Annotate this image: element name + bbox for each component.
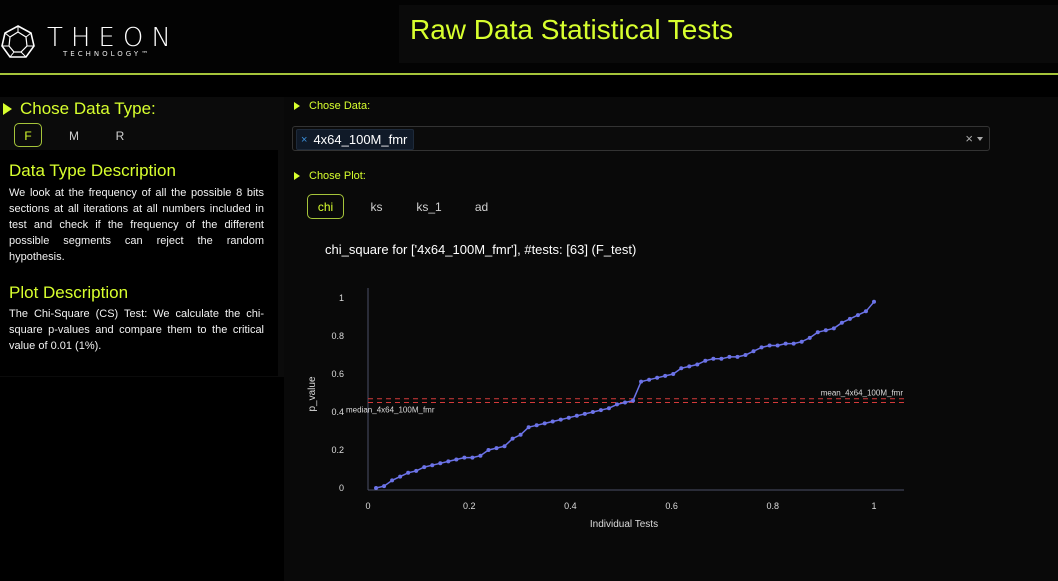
header-divider: [0, 73, 1058, 75]
data-type-tab-f[interactable]: F: [14, 123, 42, 147]
chip-remove-icon[interactable]: ×: [301, 133, 308, 146]
data-type-description-text: We look at the frequency of all the poss…: [9, 187, 264, 263]
selected-data-label: 4x64_100M_fmr: [313, 132, 408, 147]
chart-title: chi_square for ['4x64_100M_fmr'], #tests…: [325, 242, 637, 257]
plot-description-heading: Plot Description: [9, 283, 129, 302]
chose-plot-heading: Chose Plot:: [294, 170, 366, 182]
data-type-heading: Chose Data Type:: [3, 99, 156, 119]
data-type-tab-m[interactable]: M: [69, 129, 79, 143]
chevron-down-icon[interactable]: [977, 137, 983, 141]
data-type-description-heading: Data Type Description: [9, 161, 176, 180]
page-title: Raw Data Statistical Tests: [410, 14, 734, 45]
plot-description-text: The Chi-Square (CS) Test: We calculate t…: [9, 308, 264, 352]
main-panel: [284, 97, 1058, 581]
logo-subtext: TECHNOLOGY™: [63, 50, 152, 58]
triangle-right-icon: [294, 102, 300, 110]
description-panel: [0, 150, 278, 376]
plot-tab-chi[interactable]: chi: [307, 194, 344, 219]
plot-type-tabs: chi ks ks_1 ad: [307, 194, 500, 219]
chose-plot-label: Chose Plot:: [309, 170, 366, 182]
theon-logo: THEON TECHNOLOGY™: [0, 22, 179, 62]
selected-data-chip: × 4x64_100M_fmr: [296, 129, 415, 150]
data-type-tab-r[interactable]: R: [115, 129, 125, 143]
data-type-heading-label: Chose Data Type:: [20, 99, 156, 118]
chose-data-heading: Chose Data:: [294, 100, 370, 112]
chose-data-label: Chose Data:: [309, 100, 371, 112]
data-select-dropdown[interactable]: × 4x64_100M_fmr ×: [292, 126, 990, 151]
plot-tab-ks-1[interactable]: ks_1: [416, 200, 442, 214]
logo-wordmark: THEON: [47, 23, 179, 53]
theon-logo-icon: [1, 25, 35, 58]
sidebar-footer-area: [0, 377, 284, 581]
clear-icon[interactable]: ×: [965, 131, 973, 146]
data-type-tabs: F M R: [14, 123, 134, 147]
title-panel: Raw Data Statistical Tests: [399, 5, 1058, 63]
plot-tab-ks[interactable]: ks: [370, 200, 383, 214]
plot-tab-ad[interactable]: ad: [474, 200, 489, 214]
triangle-right-icon: [294, 172, 300, 180]
triangle-right-icon: [3, 103, 12, 115]
